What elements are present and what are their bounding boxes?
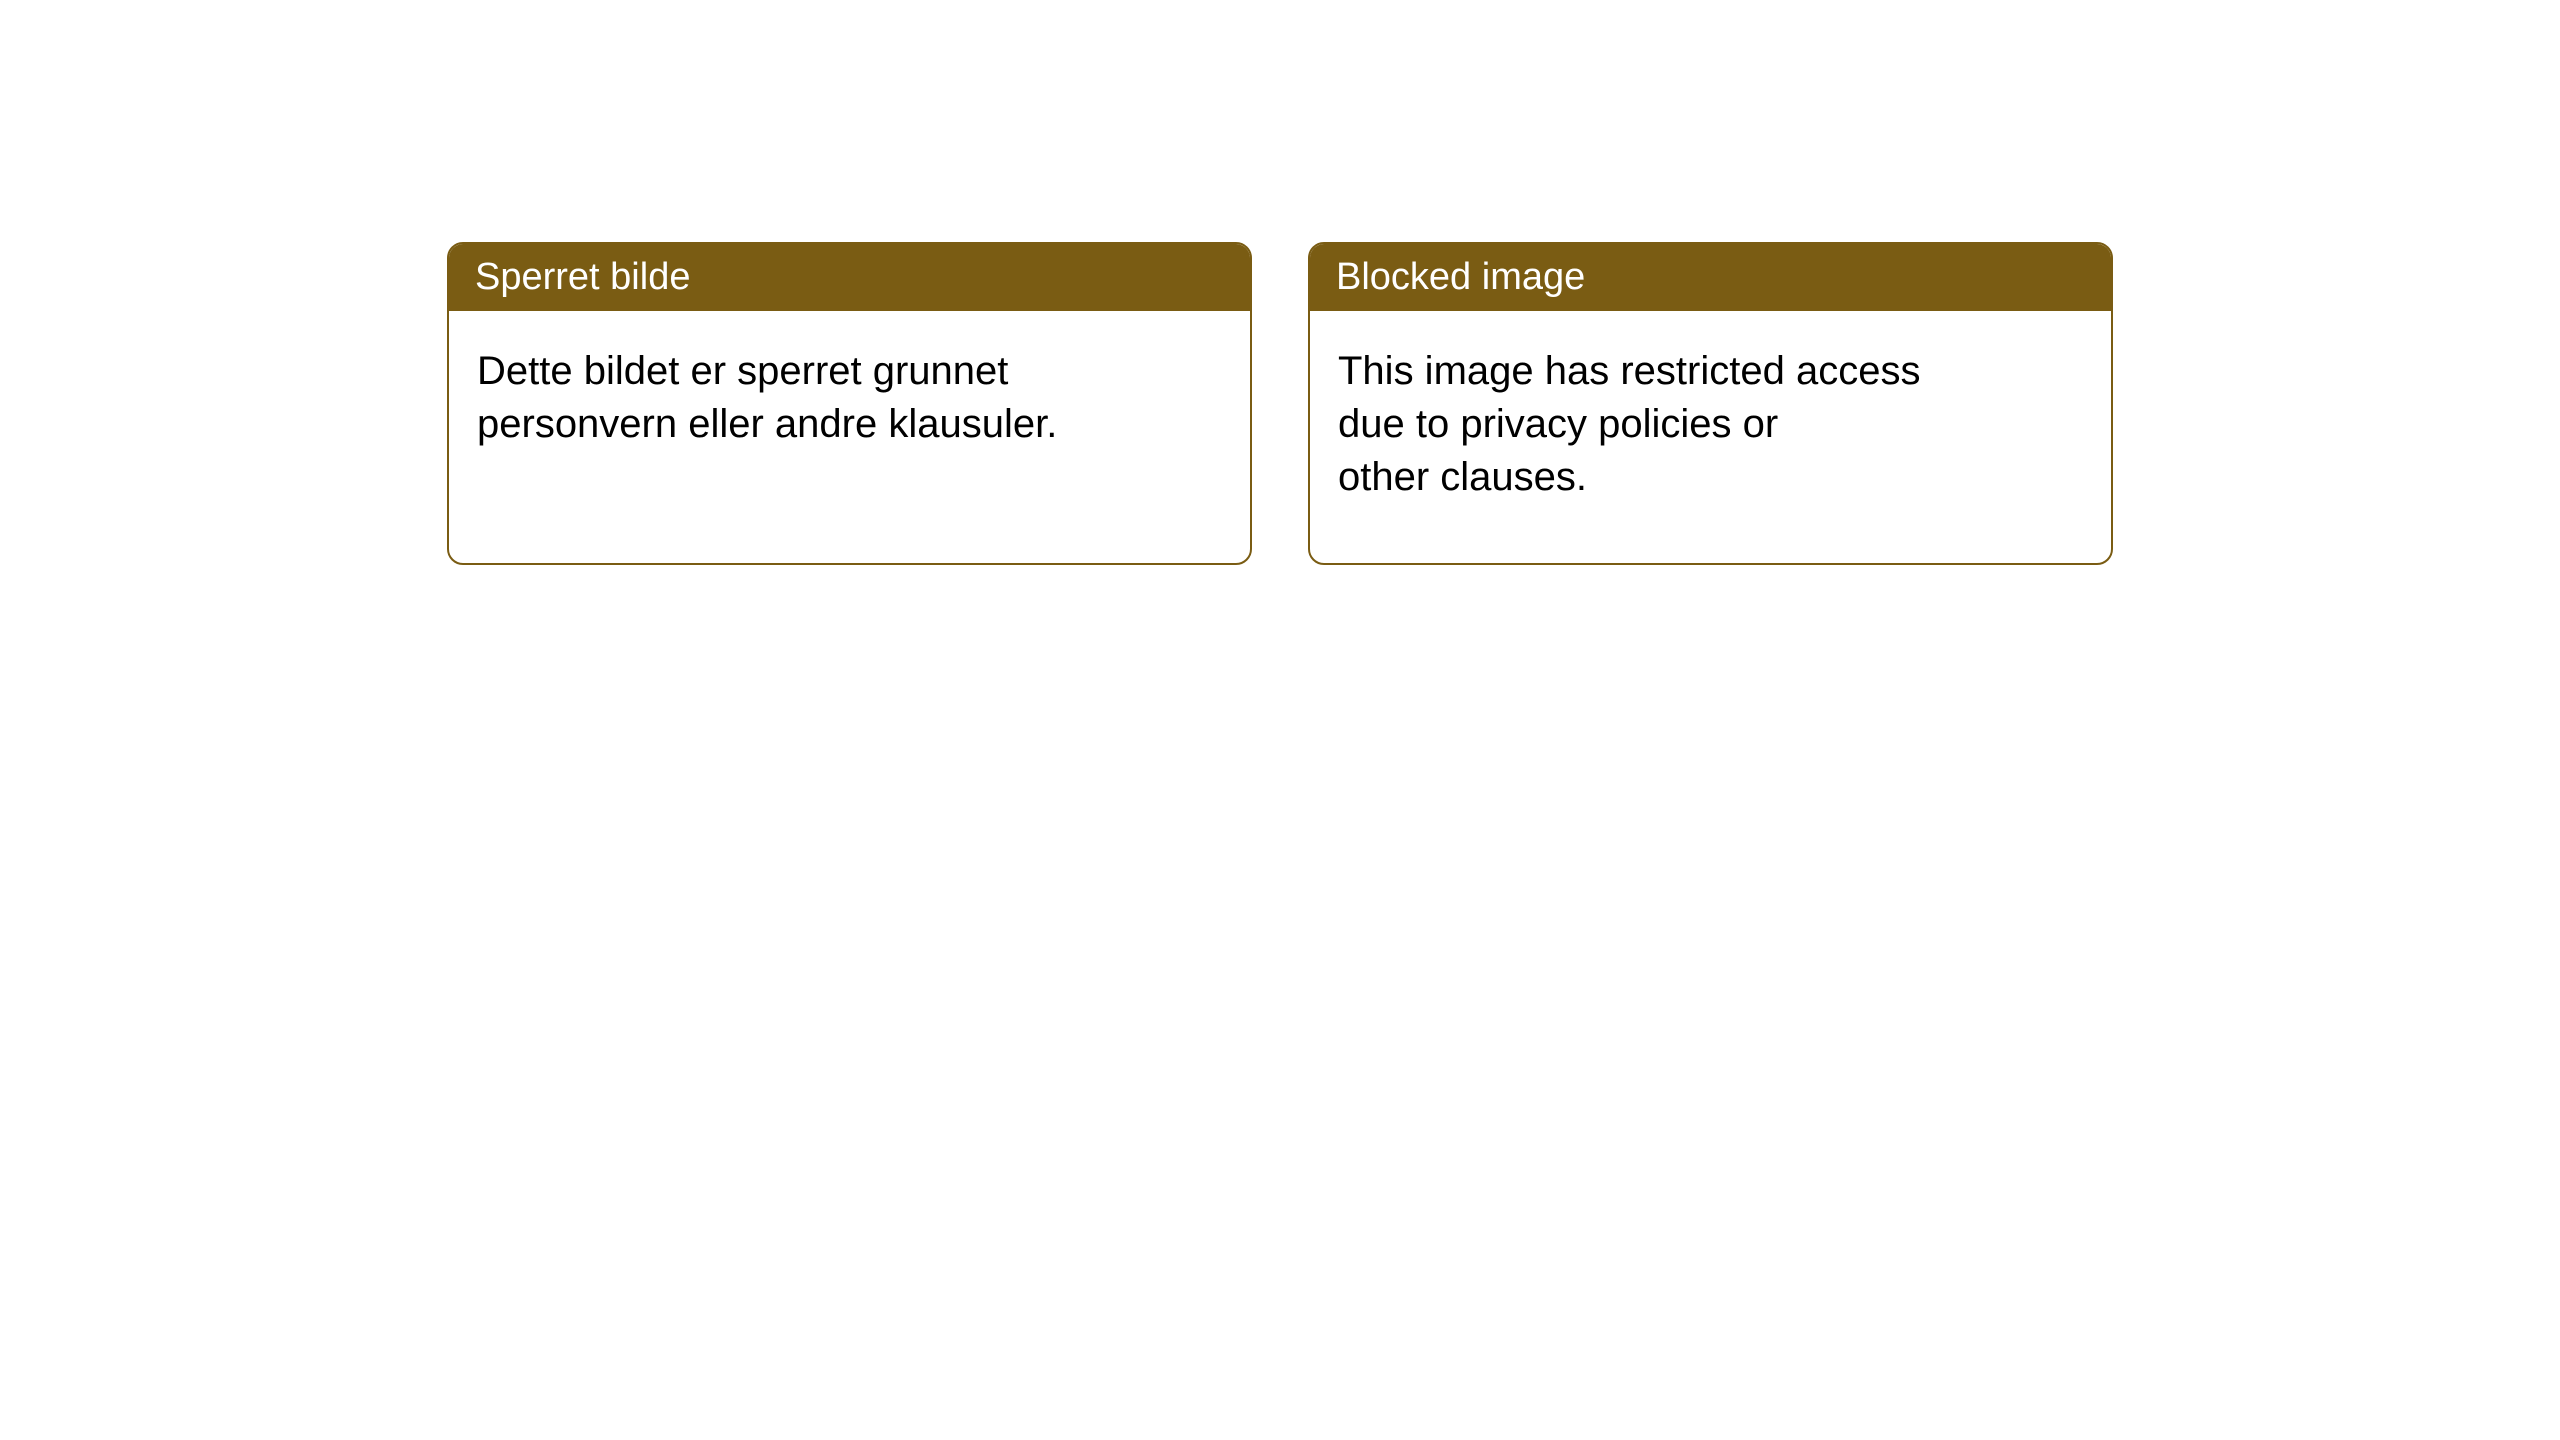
notice-header: Sperret bilde xyxy=(449,244,1250,311)
notice-header: Blocked image xyxy=(1310,244,2111,311)
notice-container: Sperret bilde Dette bildet er sperret gr… xyxy=(0,0,2560,565)
notice-card-norwegian: Sperret bilde Dette bildet er sperret gr… xyxy=(447,242,1252,565)
notice-card-english: Blocked image This image has restricted … xyxy=(1308,242,2113,565)
notice-body: This image has restricted accessdue to p… xyxy=(1310,311,2111,563)
notice-body: Dette bildet er sperret grunnetpersonver… xyxy=(449,311,1250,551)
